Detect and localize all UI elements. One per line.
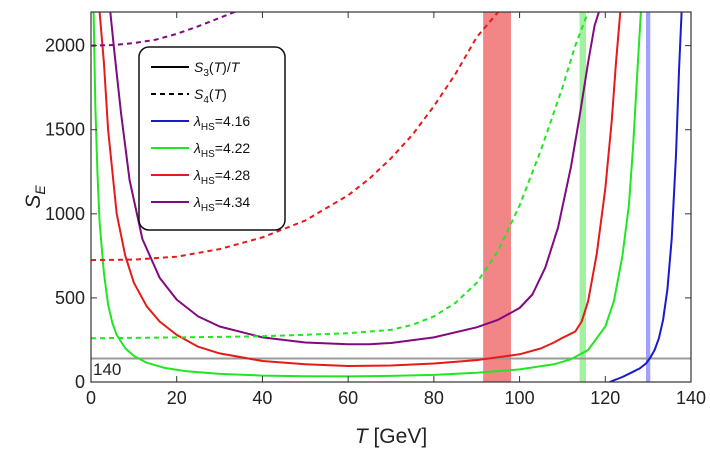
legend-box [138, 46, 286, 231]
x-tick-label: 140 [676, 388, 706, 408]
series-line-0-solid [609, 12, 683, 382]
legend-label-3: λHS=4.22 [193, 140, 250, 160]
y-tick-label: 2000 [45, 36, 85, 56]
legend: S3(T)/T S4(T) λHS=4.16 λHS=4.22 λHS=4.28 λHS=… [138, 46, 286, 231]
legend-label-1: S4(T) [194, 86, 227, 106]
series-group [91, 12, 683, 382]
x-tick-label: 120 [590, 388, 620, 408]
reference-line-label: 140 [93, 360, 121, 379]
plot-frame [90, 11, 692, 383]
plot-border [90, 11, 692, 383]
y-tick-label: 0 [75, 372, 85, 392]
highlight-band-1 [579, 12, 586, 382]
x-axis-title: T [GeV] [355, 425, 427, 448]
series-line-2-solid [98, 12, 622, 367]
series-line-3-solid [109, 12, 600, 346]
x-tick-label: 0 [86, 388, 96, 408]
legend-label-4: λHS=4.28 [193, 167, 250, 187]
x-tick-label: 20 [167, 388, 187, 408]
series-line-5-dashed [91, 12, 500, 262]
highlight-band-0 [483, 12, 511, 382]
x-tick-label: 40 [252, 388, 272, 408]
y-tick-label: 1000 [45, 204, 85, 224]
legend-label-0: S3(T)/T [194, 59, 241, 79]
series-line-6-dashed [91, 12, 238, 47]
x-tick-label: 100 [505, 388, 535, 408]
series-line-1-solid [92, 12, 642, 378]
x-tick-label: 60 [338, 388, 358, 408]
highlight-band-2 [646, 12, 651, 382]
highlight-bands [483, 12, 651, 382]
y-axis-title: SE [22, 185, 48, 209]
legend-label-5: λHS=4.34 [193, 194, 250, 214]
y-tick-label: 500 [55, 288, 85, 308]
x-tick-label: 80 [424, 388, 444, 408]
y-tick-label: 1500 [45, 120, 85, 140]
tick-labels: 0 20 40 60 80 100 120 140 0 500 1000 1500 2000 [45, 12, 706, 408]
legend-label-2: λHS=4.16 [193, 113, 250, 133]
